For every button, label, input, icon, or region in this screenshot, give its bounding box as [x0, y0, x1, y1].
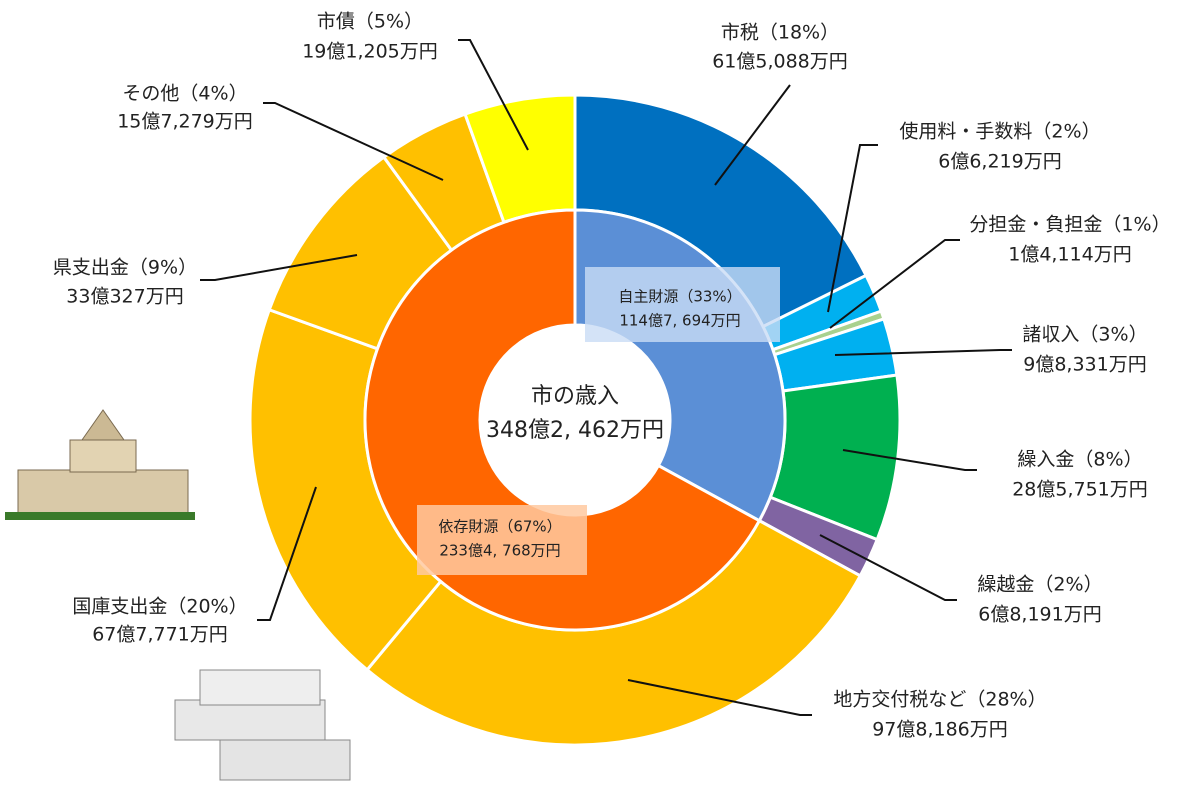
outer-label: 地方交付税など（28%） — [833, 689, 1046, 711]
leader-line — [829, 239, 960, 329]
building-illustration — [5, 409, 195, 520]
inner-label: 依存財源（67%） — [438, 518, 561, 536]
outer-value-label: 19億1,205万円 — [302, 41, 438, 63]
outer-value-label: 67億7,771万円 — [92, 624, 228, 646]
outer-label: 市税（18%） — [721, 22, 839, 44]
outer-value-label: 6億6,219万円 — [938, 151, 1061, 173]
leader-line — [827, 144, 878, 313]
inner-value-label: 114億7, 694万円 — [619, 312, 740, 330]
outer-label: 諸収入（3%） — [1022, 324, 1147, 346]
outer-value-label: 33億327万円 — [66, 286, 183, 308]
money-illustration — [174, 669, 351, 781]
center-title: 市の歳入 — [531, 384, 619, 409]
outer-value-label: 97億8,186万円 — [872, 719, 1008, 741]
center-total: 348億2, 462万円 — [486, 418, 664, 443]
outer-label: 分担金・負担金（1%） — [969, 214, 1170, 236]
inner-label-box — [585, 267, 780, 342]
outer-value-label: 9億8,331万円 — [1023, 354, 1146, 376]
outer-label: 使用料・手数料（2%） — [899, 121, 1100, 143]
leader-line — [714, 84, 791, 186]
outer-value-label: 1億4,114万円 — [1008, 244, 1131, 266]
leader-line — [842, 449, 977, 471]
inner-value-label: 233億4, 768万円 — [439, 542, 560, 560]
leader-line — [200, 254, 358, 281]
center-hole — [480, 325, 670, 515]
leader-line — [834, 349, 1012, 356]
outer-value-label: 61億5,088万円 — [712, 51, 848, 73]
leader-line — [263, 102, 444, 181]
leader-line — [819, 534, 957, 601]
outer-label: 繰入金（8%） — [1017, 449, 1142, 471]
outer-value-label: 15億7,279万円 — [117, 111, 253, 133]
outer-label: 市債（5%） — [317, 11, 423, 33]
leader-line — [627, 679, 812, 716]
outer-label: 県支出金（9%） — [53, 257, 197, 279]
inner-label: 自主財源（33%） — [618, 288, 741, 306]
outer-label: 国庫支出金（20%） — [72, 596, 247, 618]
outer-value-label: 28億5,751万円 — [1012, 479, 1148, 501]
outer-value-label: 6億8,191万円 — [978, 604, 1101, 626]
leader-line — [257, 486, 317, 621]
outer-label: その他（4%） — [122, 83, 247, 105]
outer-label: 繰越金（2%） — [977, 574, 1102, 596]
leader-line — [458, 39, 529, 151]
inner-label-box — [417, 505, 587, 575]
